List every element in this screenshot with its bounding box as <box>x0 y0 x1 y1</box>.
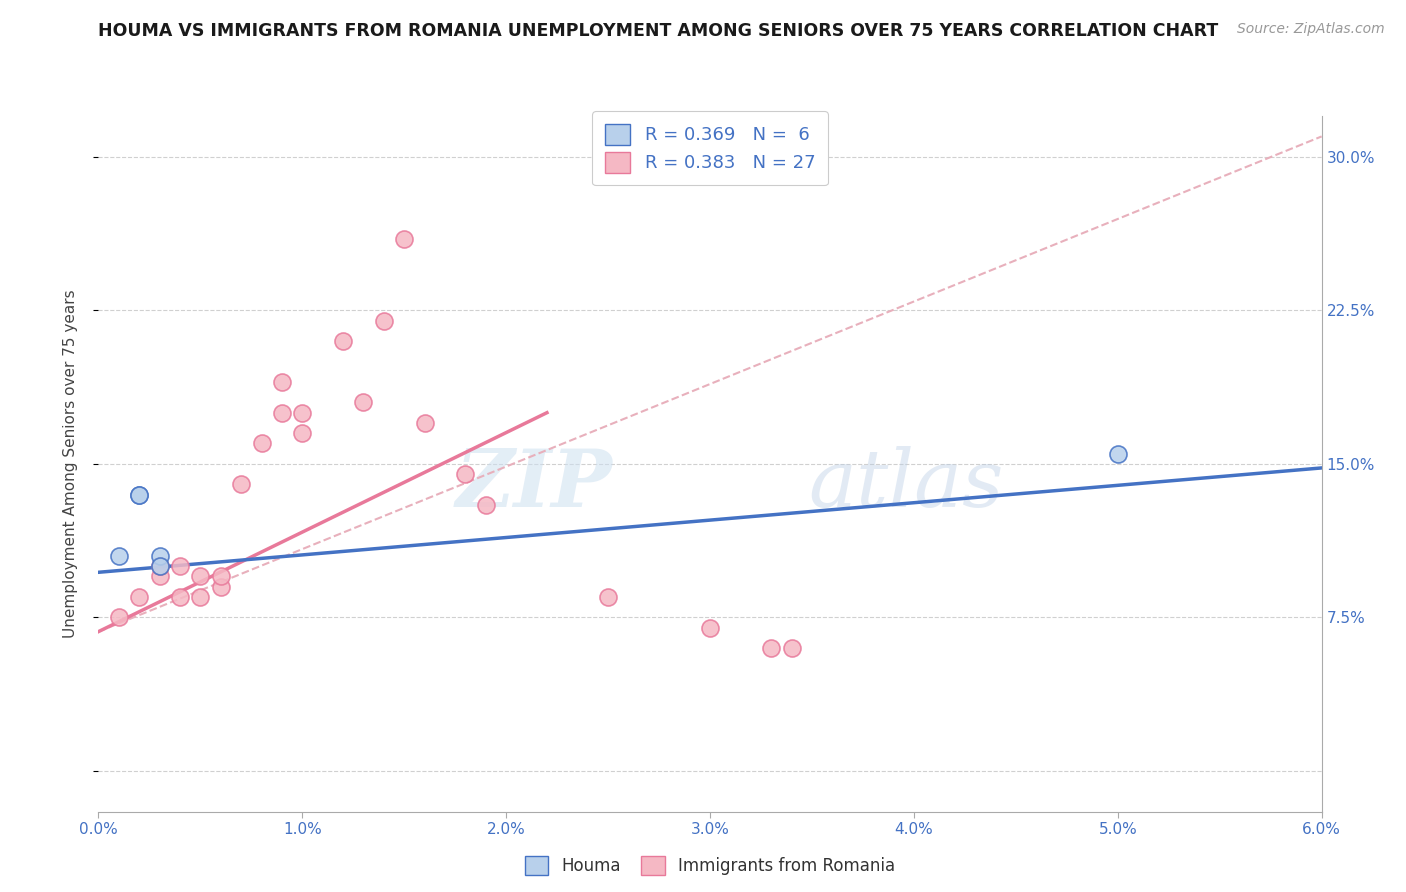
Point <box>291 426 314 441</box>
Text: ZIP: ZIP <box>456 446 612 524</box>
Point <box>169 559 191 574</box>
Point <box>188 590 212 604</box>
Point <box>209 569 232 583</box>
Point <box>373 313 395 327</box>
Point <box>149 559 172 574</box>
Point <box>1107 447 1129 461</box>
Point <box>454 467 477 481</box>
Point <box>128 487 150 501</box>
Text: Source: ZipAtlas.com: Source: ZipAtlas.com <box>1237 22 1385 37</box>
Point <box>231 477 253 491</box>
Point <box>270 375 292 389</box>
Point <box>149 569 172 583</box>
Point <box>149 559 172 574</box>
Point <box>108 610 131 624</box>
Point <box>128 487 150 501</box>
Legend: Houma, Immigrants from Romania: Houma, Immigrants from Romania <box>517 847 903 883</box>
Point <box>761 640 783 655</box>
Point <box>413 416 436 430</box>
Point <box>474 498 498 512</box>
Point <box>108 549 131 563</box>
Point <box>188 569 212 583</box>
Point <box>250 436 273 450</box>
Text: HOUMA VS IMMIGRANTS FROM ROMANIA UNEMPLOYMENT AMONG SENIORS OVER 75 YEARS CORREL: HOUMA VS IMMIGRANTS FROM ROMANIA UNEMPLO… <box>98 22 1219 40</box>
Point <box>352 395 374 409</box>
Point <box>149 549 172 563</box>
Point <box>699 621 721 635</box>
Point <box>291 406 314 420</box>
Point <box>392 232 416 246</box>
Point <box>332 334 354 348</box>
Y-axis label: Unemployment Among Seniors over 75 years: Unemployment Among Seniors over 75 years <box>63 290 77 638</box>
Point <box>270 406 292 420</box>
Text: atlas: atlas <box>808 446 1004 524</box>
Point <box>128 590 150 604</box>
Point <box>169 590 191 604</box>
Point <box>780 640 803 655</box>
Point <box>209 580 232 594</box>
Point <box>598 590 620 604</box>
